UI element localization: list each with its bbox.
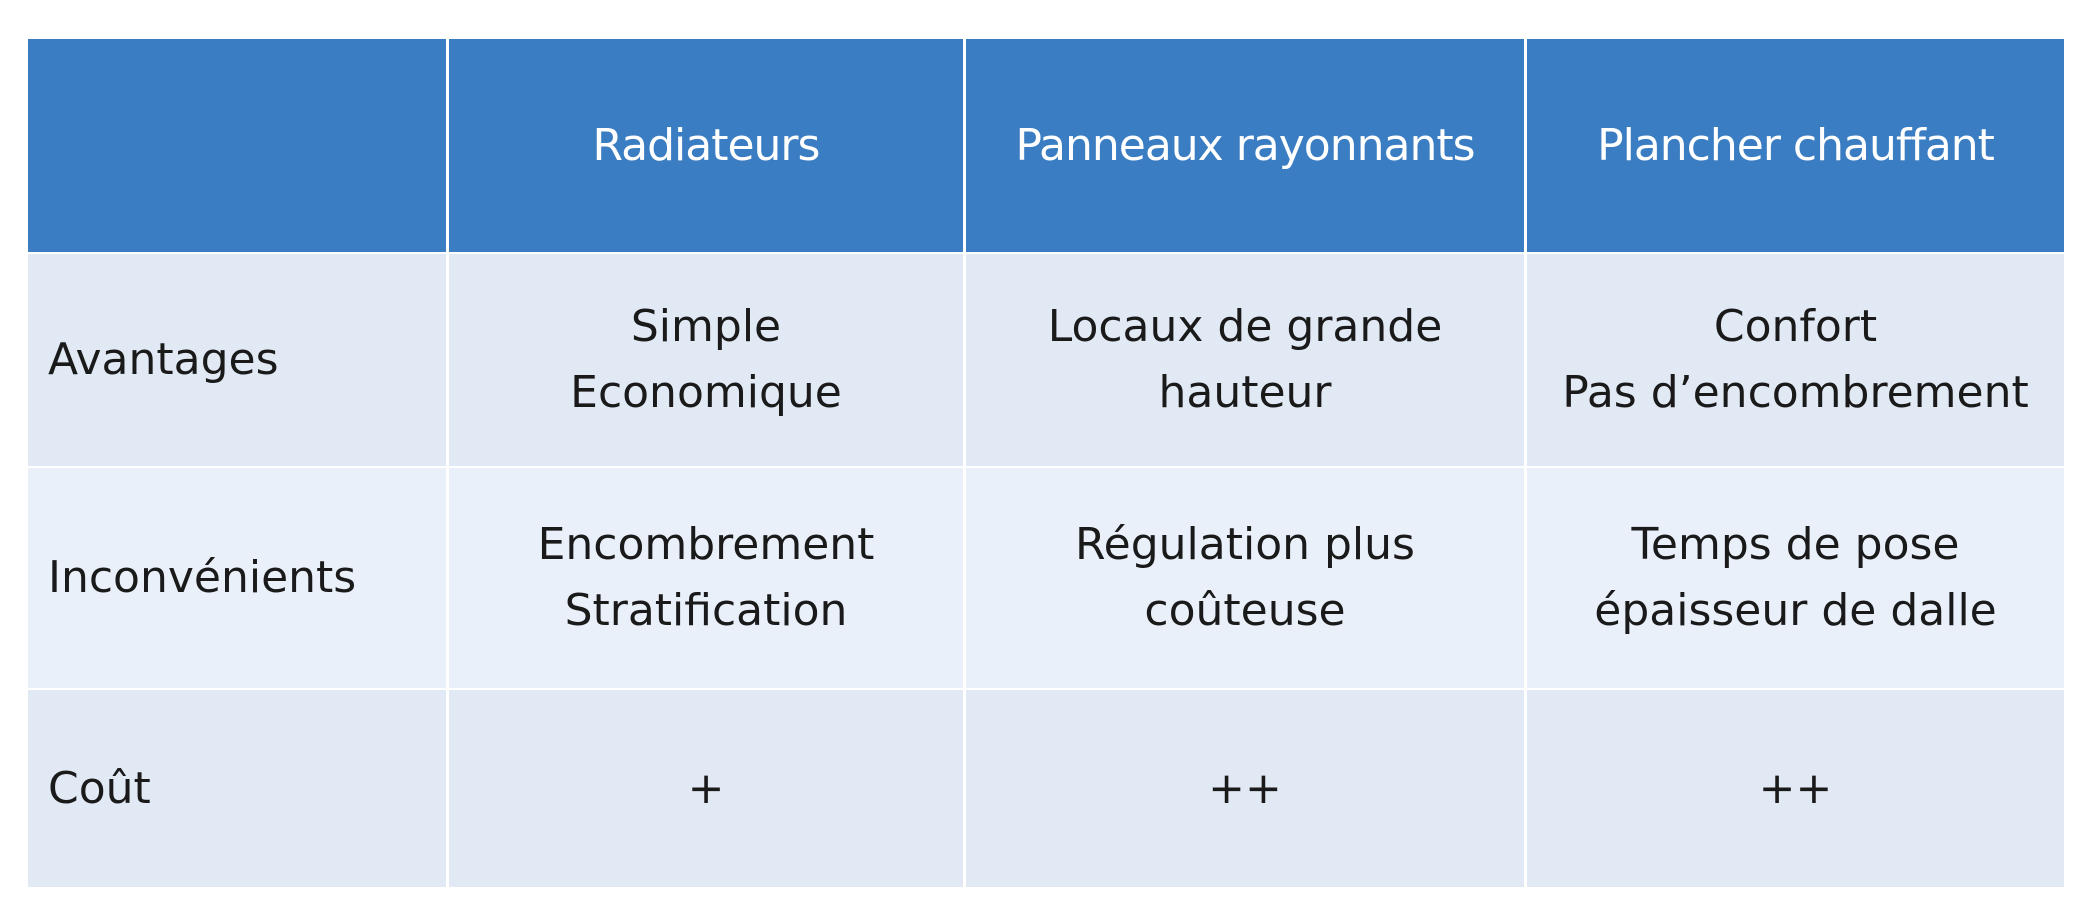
- cell-line: Pas d’encombrement: [1562, 367, 2029, 418]
- cell-line: Confort: [1713, 301, 1878, 352]
- cell-line: coûteuse: [1144, 585, 1346, 636]
- header-plancher-chauffant: Plancher chauffant: [1527, 39, 2064, 252]
- cell-inconvenients-plancher: Temps de pose épaisseur de dalle: [1527, 468, 2064, 688]
- row-label-text: Inconvénients: [48, 552, 357, 603]
- cell-line: Stratification: [564, 585, 848, 636]
- cell-avantages-plancher: Confort Pas d’encombrement: [1527, 254, 2064, 466]
- cell-line: Temps de pose: [1631, 519, 1960, 570]
- header-radiateurs: Radiateurs: [449, 39, 963, 252]
- cell-line: Simple: [630, 301, 782, 352]
- header-plancher-label: Plancher chauffant: [1597, 119, 1995, 171]
- row-label-text: Avantages: [48, 334, 279, 385]
- cell-avantages-radiateurs: Simple Economique: [449, 254, 963, 466]
- cost-value: ++: [1208, 762, 1282, 814]
- cell-line: Locaux de grande: [1047, 301, 1443, 352]
- cell-line: Régulation plus: [1075, 519, 1415, 570]
- cell-line: Encombrement: [537, 519, 875, 570]
- cell-line: Economique: [570, 367, 842, 418]
- cell-cout-radiateurs: +: [449, 690, 963, 887]
- row-label-cout: Coût: [28, 690, 446, 887]
- cell-avantages-panneaux: Locaux de grande hauteur: [966, 254, 1524, 466]
- cost-value: ++: [1758, 762, 1833, 814]
- comparison-table: Radiateurs Panneaux rayonnants Plancher …: [28, 39, 2064, 887]
- cell-line: hauteur: [1158, 367, 1332, 418]
- cell-inconvenients-panneaux: Régulation plus coûteuse: [966, 468, 1524, 688]
- header-panneaux-label: Panneaux rayonnants: [1015, 119, 1475, 171]
- header-radiateurs-label: Radiateurs: [592, 119, 821, 171]
- row-label-text: Coût: [48, 762, 151, 814]
- header-panneaux-rayonnants: Panneaux rayonnants: [966, 39, 1524, 252]
- cell-cout-panneaux: ++: [966, 690, 1524, 887]
- row-label-inconvenients: Inconvénients: [28, 468, 446, 688]
- cost-value: +: [687, 762, 725, 814]
- row-label-avantages: Avantages: [28, 254, 446, 466]
- cell-inconvenients-radiateurs: Encombrement Stratification: [449, 468, 963, 688]
- cell-cout-plancher: ++: [1527, 690, 2064, 887]
- cell-line: épaisseur de dalle: [1594, 585, 1997, 636]
- header-corner-cell: [28, 39, 446, 252]
